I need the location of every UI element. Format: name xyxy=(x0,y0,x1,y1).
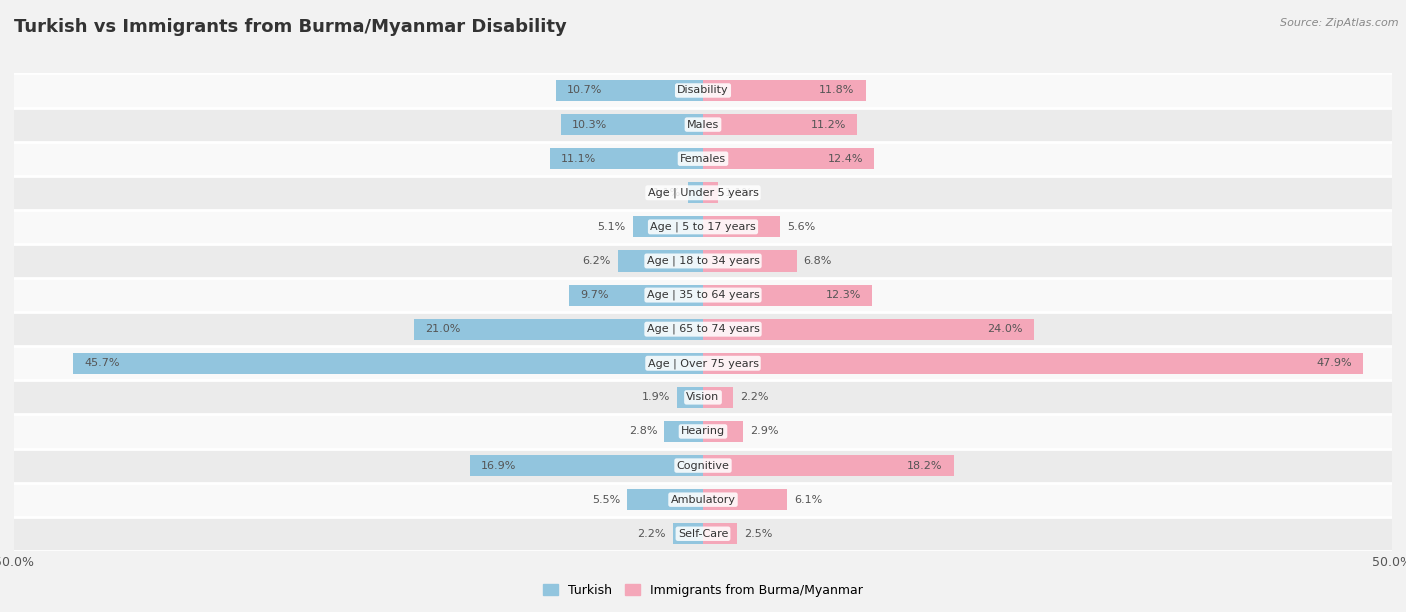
Text: Disability: Disability xyxy=(678,86,728,95)
Text: 10.3%: 10.3% xyxy=(572,119,607,130)
Text: Age | 18 to 34 years: Age | 18 to 34 years xyxy=(647,256,759,266)
Text: 2.8%: 2.8% xyxy=(628,427,658,436)
Bar xyxy=(14,414,1392,449)
Bar xyxy=(14,346,1392,380)
Text: 16.9%: 16.9% xyxy=(481,461,516,471)
Bar xyxy=(703,455,953,476)
Legend: Turkish, Immigrants from Burma/Myanmar: Turkish, Immigrants from Burma/Myanmar xyxy=(538,579,868,602)
Text: Source: ZipAtlas.com: Source: ZipAtlas.com xyxy=(1281,18,1399,28)
Text: Age | 65 to 74 years: Age | 65 to 74 years xyxy=(647,324,759,334)
Text: Age | Under 5 years: Age | Under 5 years xyxy=(648,187,758,198)
Text: 12.4%: 12.4% xyxy=(827,154,863,163)
Text: Age | 35 to 64 years: Age | 35 to 64 years xyxy=(647,290,759,300)
Bar xyxy=(14,312,1392,346)
Bar xyxy=(470,455,703,476)
Bar xyxy=(703,421,742,442)
Bar xyxy=(633,216,703,237)
Text: 47.9%: 47.9% xyxy=(1316,358,1353,368)
Bar xyxy=(665,421,703,442)
Bar xyxy=(703,80,866,101)
Bar xyxy=(703,114,858,135)
Bar xyxy=(14,278,1392,312)
Text: 5.6%: 5.6% xyxy=(787,222,815,232)
Text: Cognitive: Cognitive xyxy=(676,461,730,471)
Text: 24.0%: 24.0% xyxy=(987,324,1022,334)
Text: 5.5%: 5.5% xyxy=(592,494,620,505)
Bar xyxy=(703,523,738,544)
Bar xyxy=(617,250,703,272)
Text: 6.8%: 6.8% xyxy=(804,256,832,266)
Text: Hearing: Hearing xyxy=(681,427,725,436)
Bar xyxy=(550,148,703,170)
Text: 11.1%: 11.1% xyxy=(561,154,596,163)
Text: Age | 5 to 17 years: Age | 5 to 17 years xyxy=(650,222,756,232)
Bar xyxy=(14,517,1392,551)
Text: 9.7%: 9.7% xyxy=(581,290,609,300)
Bar xyxy=(14,483,1392,517)
Text: Self-Care: Self-Care xyxy=(678,529,728,539)
Text: 12.3%: 12.3% xyxy=(827,290,862,300)
Bar xyxy=(703,489,787,510)
Bar xyxy=(73,353,703,374)
Bar xyxy=(14,380,1392,414)
Text: 2.2%: 2.2% xyxy=(740,392,769,402)
Bar xyxy=(14,108,1392,141)
Bar xyxy=(672,523,703,544)
Text: 1.9%: 1.9% xyxy=(641,392,669,402)
Text: 11.8%: 11.8% xyxy=(820,86,855,95)
Text: Vision: Vision xyxy=(686,392,720,402)
Bar xyxy=(703,148,875,170)
Text: 11.2%: 11.2% xyxy=(811,119,846,130)
Bar xyxy=(14,176,1392,210)
Text: 1.1%: 1.1% xyxy=(652,188,681,198)
Bar xyxy=(14,449,1392,483)
Bar xyxy=(14,73,1392,108)
Text: 21.0%: 21.0% xyxy=(425,324,460,334)
Text: Age | Over 75 years: Age | Over 75 years xyxy=(648,358,758,368)
Text: Ambulatory: Ambulatory xyxy=(671,494,735,505)
Text: Females: Females xyxy=(681,154,725,163)
Text: Males: Males xyxy=(688,119,718,130)
Bar xyxy=(413,319,703,340)
Text: Turkish vs Immigrants from Burma/Myanmar Disability: Turkish vs Immigrants from Burma/Myanmar… xyxy=(14,18,567,36)
Bar xyxy=(561,114,703,135)
Bar xyxy=(555,80,703,101)
Text: 2.5%: 2.5% xyxy=(744,529,773,539)
Text: 1.1%: 1.1% xyxy=(725,188,754,198)
Bar xyxy=(14,141,1392,176)
Bar xyxy=(703,285,873,305)
Bar xyxy=(676,387,703,408)
Text: 2.2%: 2.2% xyxy=(637,529,666,539)
Bar xyxy=(703,250,797,272)
Bar xyxy=(703,319,1033,340)
Text: 10.7%: 10.7% xyxy=(567,86,602,95)
Text: 45.7%: 45.7% xyxy=(84,358,120,368)
Text: 5.1%: 5.1% xyxy=(598,222,626,232)
Bar xyxy=(703,182,718,203)
Bar xyxy=(688,182,703,203)
Text: 2.9%: 2.9% xyxy=(749,427,779,436)
Bar xyxy=(569,285,703,305)
Bar xyxy=(14,244,1392,278)
Bar xyxy=(703,353,1362,374)
Bar xyxy=(14,210,1392,244)
Bar xyxy=(703,387,734,408)
Bar xyxy=(703,216,780,237)
Text: 6.2%: 6.2% xyxy=(582,256,610,266)
Text: 6.1%: 6.1% xyxy=(794,494,823,505)
Text: 18.2%: 18.2% xyxy=(907,461,943,471)
Bar xyxy=(627,489,703,510)
